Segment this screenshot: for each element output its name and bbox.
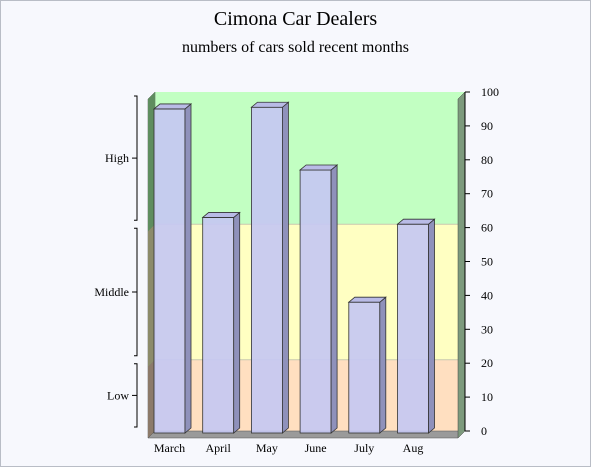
y-axis: 0 10 20 30 40 50 60 70 80 90 100 [465,85,499,438]
bar-july [349,302,380,433]
bar-top-aug [398,219,435,224]
bar-side-june [331,165,337,433]
bar-top-march [154,104,191,109]
band-labels: Low Middle High [94,96,137,427]
y-tick-label: 10 [481,390,493,404]
x-tick-label: Aug [403,441,424,455]
x-axis-labels: March April May June July Aug [154,441,424,455]
bar-top-may [251,102,288,107]
bar-top-april [203,212,240,217]
bar-top-june [300,165,337,170]
x-tick-label: June [305,441,327,455]
y-tick-label: 100 [481,85,499,99]
band-label: Low [107,388,129,402]
bar-april [203,217,234,433]
x-tick-label: July [354,441,374,455]
bar-june [300,170,331,433]
bar-top-july [349,297,386,302]
bar-side-july [380,297,386,433]
bar-may [251,107,282,433]
y-tick-label: 40 [481,288,493,302]
bar-march [154,109,185,433]
band-label: High [105,151,129,165]
bar-side-aug [429,219,435,433]
right-wall [458,92,465,438]
y-tick-label: 50 [481,255,493,269]
x-tick-label: May [256,441,278,455]
y-tick-label: 70 [481,187,493,201]
x-tick-label: March [154,441,185,455]
y-tick-label: 90 [481,119,493,133]
y-tick-label: 20 [481,356,493,370]
bar-side-april [234,212,240,433]
bar-side-march [185,104,191,433]
y-tick-label: 80 [481,153,493,167]
x-tick-label: April [206,441,232,455]
bar-aug [398,224,429,433]
bar-side-may [282,102,288,433]
y-tick-label: 30 [481,322,493,336]
band-label: Middle [94,285,129,299]
y-tick-label: 60 [481,221,493,235]
y-tick-label: 0 [481,424,487,438]
